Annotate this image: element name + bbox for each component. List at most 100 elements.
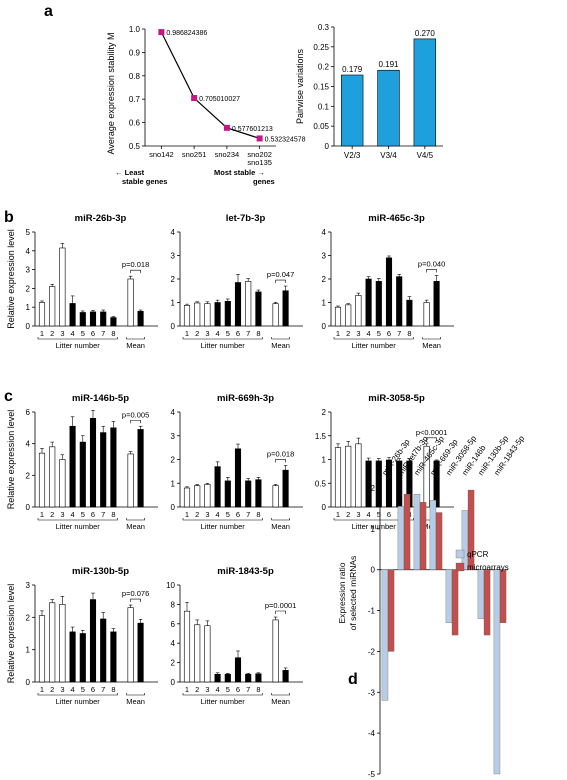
value-label: 0.191	[378, 60, 399, 69]
bar-microarrays	[435, 512, 443, 570]
mean-bracket	[126, 693, 145, 696]
panel-label-b: b	[4, 209, 14, 226]
bar	[340, 74, 364, 147]
y-tick-label: 5	[26, 228, 31, 237]
mean-bar	[137, 622, 144, 683]
significance-bracket	[275, 279, 286, 284]
bar-qPCR	[445, 569, 453, 623]
x-tick-label: 2	[195, 329, 199, 338]
bar	[69, 425, 76, 508]
y-tick-label: 4	[26, 247, 31, 256]
x-tick-label: 6	[387, 510, 391, 519]
bar	[234, 657, 242, 683]
x-tick-label: 1	[185, 510, 189, 519]
x-tick-label: sno142	[149, 150, 174, 159]
y-tick-label: 2	[26, 284, 31, 293]
y-tick-label: 4	[171, 639, 176, 648]
x-tick-label: 2	[346, 510, 350, 519]
x-tick-label: 2	[50, 510, 54, 519]
bar	[377, 69, 400, 147]
data-point	[158, 29, 165, 36]
x-tick-label: 8	[256, 329, 260, 338]
data-point	[223, 124, 230, 131]
chart-title: miR-26b-3p	[75, 213, 127, 224]
bar	[183, 487, 191, 508]
mean-label: Mean	[422, 341, 441, 350]
y-tick-label: 1.0	[129, 25, 141, 34]
bar-microarrays	[451, 569, 459, 636]
y-tick-label: 0.7	[129, 95, 141, 104]
p-value: p<0.0001	[416, 428, 448, 437]
y-tick-label: 0.05	[313, 122, 329, 131]
mean-label: Mean	[126, 522, 145, 531]
x-tick-label: 2	[50, 685, 54, 694]
x-tick-label: 1	[40, 685, 44, 694]
mean-bar	[127, 278, 134, 327]
p-value: p=0.005	[122, 410, 149, 419]
group-bracket	[37, 337, 118, 340]
y-tick-label: -2	[368, 647, 376, 656]
x-tick-label: 7	[397, 329, 401, 338]
annotation-right-line1: Most stable →	[214, 168, 265, 177]
y-tick-label: 0.6	[129, 119, 141, 128]
y-tick-label: 1	[322, 299, 327, 308]
y-tick-label: 2	[371, 484, 376, 493]
bar	[214, 466, 221, 508]
x-tick-label: 3	[60, 510, 64, 519]
bar	[110, 317, 117, 327]
x-tick-label: 5	[377, 510, 381, 519]
y-tick-label: 0.2	[318, 63, 330, 72]
bar	[183, 610, 191, 683]
bar	[69, 631, 76, 683]
x-tick-label: 5	[226, 510, 230, 519]
y-tick-label: 1	[371, 525, 376, 534]
bar	[100, 311, 107, 327]
x-tick-label: 1	[40, 510, 44, 519]
x-tick-label: 7	[101, 685, 105, 694]
x-tick-label: 4	[71, 510, 75, 519]
p-value: p=0.018	[122, 260, 149, 269]
x-axis-label: Litter number	[56, 522, 101, 531]
group-bracket	[37, 518, 118, 521]
x-axis-label: Litter number	[201, 341, 246, 350]
y-tick-label: 10	[166, 581, 175, 590]
p-value: p=0.076	[122, 589, 149, 598]
significance-bracket	[130, 419, 141, 424]
y-tick-label: 0	[171, 322, 176, 331]
x-tick-label: 2	[50, 329, 54, 338]
bar	[79, 633, 86, 683]
x-axis-label: Litter number	[56, 341, 101, 350]
x-tick-label: 7	[101, 329, 105, 338]
charts: 0.5 0.6 0.7 0.8 0.9 1.0 Average expression sta…	[6, 23, 526, 779]
value-label: 0.179	[342, 65, 363, 74]
chart-stability-line: 0.5 0.6 0.7 0.8 0.9 1.0 Average expression sta…	[106, 25, 306, 186]
bar	[194, 302, 201, 327]
y-tick-label: 3	[171, 432, 176, 441]
x-tick-label: 3	[356, 329, 360, 338]
bar	[255, 479, 262, 508]
bar	[38, 452, 46, 508]
x-tick-label: 1	[336, 510, 340, 519]
bar-qPCR	[381, 569, 389, 701]
x-tick-label: 8	[407, 329, 411, 338]
x-tick-label: 1	[185, 329, 189, 338]
chart-mir-146b-5p: miR-146b-5p 0 2 4 6 Relative expression level…	[6, 393, 158, 531]
y-tick-label: 0.5	[129, 142, 141, 151]
y-tick-label: 0.1	[318, 102, 330, 111]
bar	[234, 448, 242, 508]
bar	[375, 281, 382, 327]
legend-swatch	[455, 549, 465, 559]
bar	[49, 602, 56, 683]
x-tick-label: 8	[256, 685, 260, 694]
y-tick-label: 6	[26, 408, 31, 417]
bar	[49, 446, 56, 508]
chart-title: miR-669h-3p	[217, 393, 274, 404]
p-value: p=0.018	[267, 449, 294, 458]
y-tick-label: 0.15	[313, 83, 329, 92]
bar	[255, 673, 262, 683]
bar	[100, 618, 107, 683]
y-tick-label: 0.25	[313, 43, 329, 52]
